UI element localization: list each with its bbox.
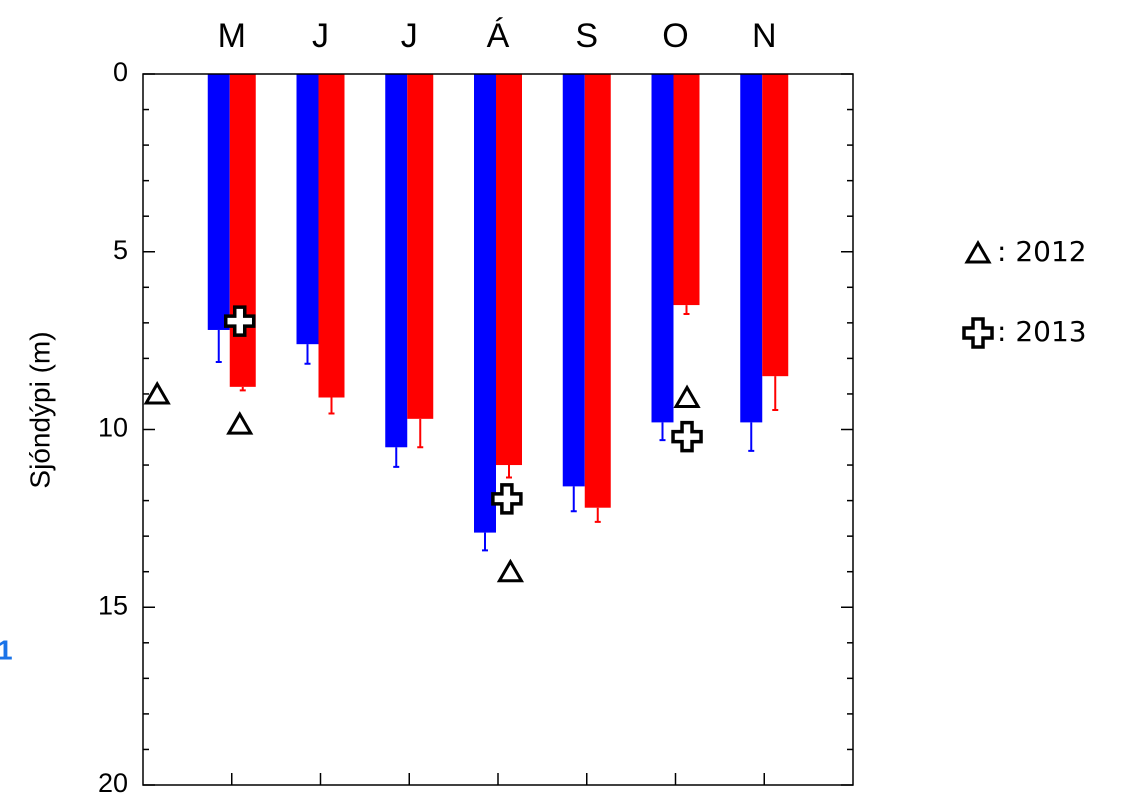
bar [673,74,700,306]
marker-point [491,483,523,515]
y-tick-label: 15 [98,590,128,620]
x-tick-label: O [662,17,688,55]
error-bar [594,507,601,523]
bar [407,74,434,419]
bar [562,74,585,487]
bar [296,74,319,345]
marker-point [496,558,525,583]
y-tick-label: 10 [98,413,128,443]
error-bar [417,418,424,449]
bar [584,74,611,508]
plot-frame [142,73,854,786]
side-label: 1 [0,634,13,665]
marker-point [226,411,254,435]
bar [740,74,763,423]
error-bar [772,376,779,411]
legend-symbol [964,240,992,264]
error-bar [659,422,666,442]
marker-point [673,384,701,409]
error-bar [328,397,335,415]
y-tick-label: 0 [113,57,128,87]
bar [474,74,496,533]
x-tick-label: J [312,17,329,55]
error-bar [239,386,246,392]
legend-symbol [962,317,994,349]
bar [385,74,408,448]
bar [229,74,256,387]
legend-label: : 2013 [997,315,1087,348]
y-axis-label: Sjóndýpi (m) [24,331,55,488]
error-bar [748,422,755,452]
marker-point [143,380,171,405]
error-bar [304,344,311,365]
bar [762,74,789,377]
error-bar [482,532,488,552]
y-tick-label: 5 [113,235,128,265]
bar [651,74,674,423]
bar [318,74,345,398]
error-bar [393,447,400,468]
y-tick-label: 20 [98,768,128,798]
x-tick-label: J [401,17,418,55]
x-tick-label: M [218,17,246,55]
bar [207,74,230,330]
x-tick-label: N [752,17,777,55]
bar [496,74,522,466]
error-bar [570,486,577,513]
marker-point [671,420,703,453]
x-tick-label: Á [487,17,510,55]
error-bar [683,305,690,315]
error-bar [215,329,222,363]
marker-point [223,305,256,337]
error-bar [506,465,512,479]
legend-label: : 2012 [997,235,1087,268]
x-tick-label: S [575,17,598,55]
